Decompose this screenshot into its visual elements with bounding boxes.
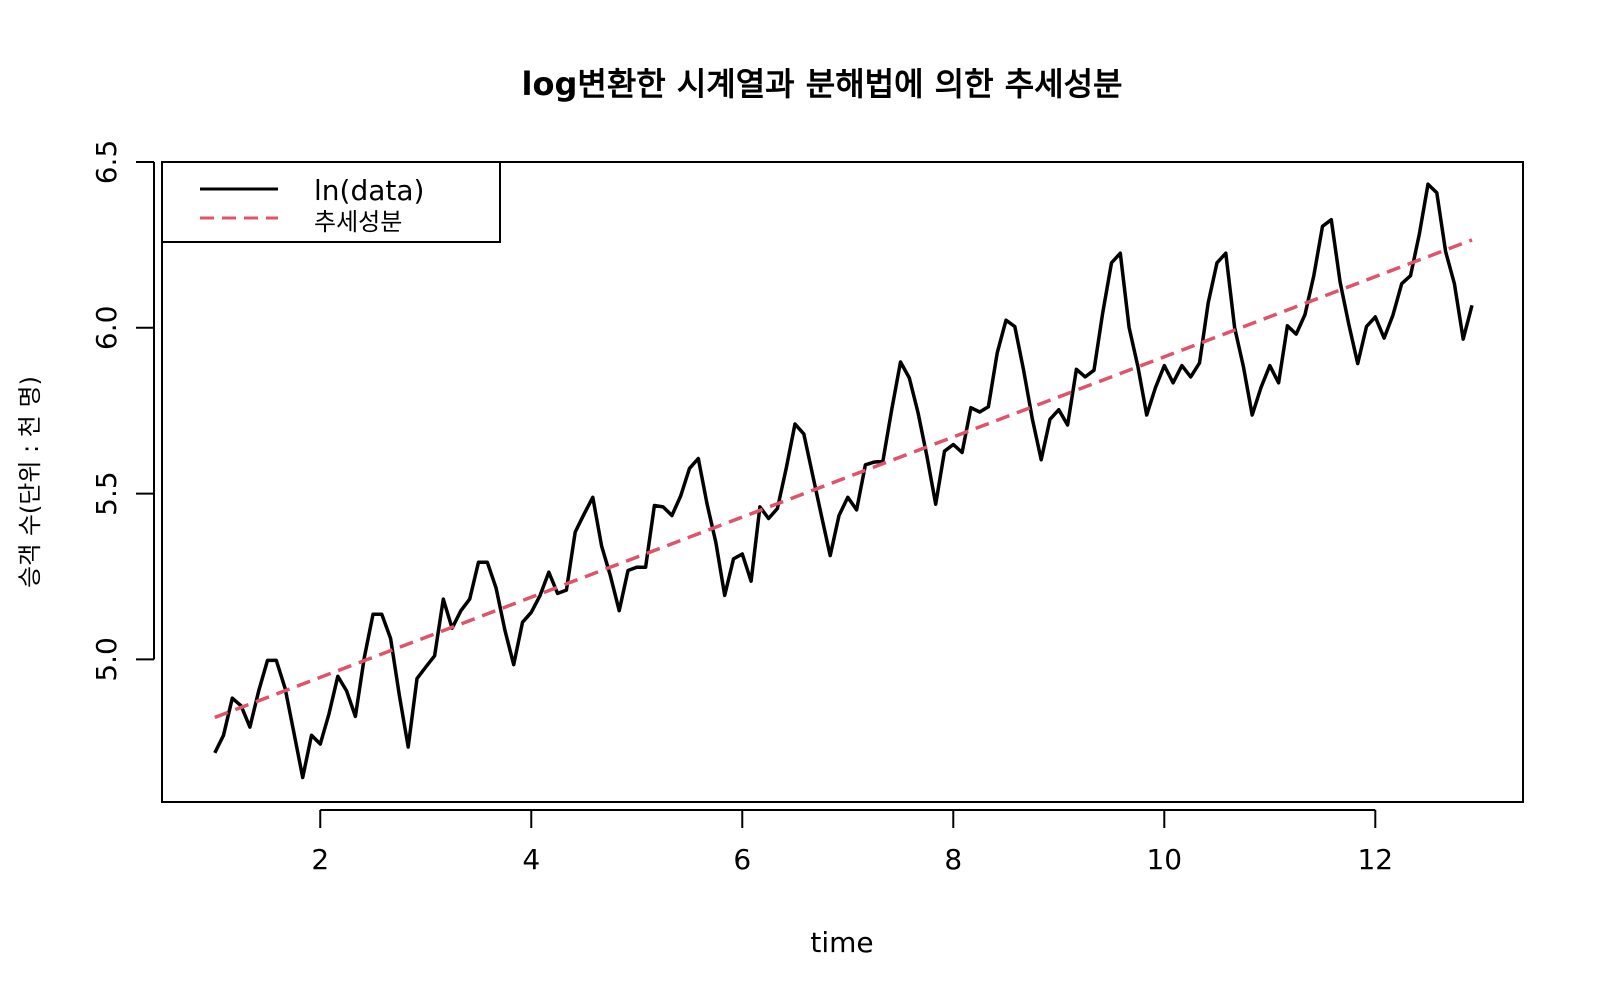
x-tick-label: 8 bbox=[944, 843, 962, 876]
series-ln-data-line bbox=[213, 182, 1474, 780]
x-axis-label: time bbox=[810, 926, 873, 959]
y-tick-label: 5.0 bbox=[90, 637, 123, 682]
legend-box bbox=[161, 161, 501, 243]
series-layer bbox=[213, 182, 1474, 780]
y-tick-label: 6.0 bbox=[90, 306, 123, 351]
x-tick-label: 4 bbox=[522, 843, 540, 876]
y-tick-label: 6.5 bbox=[90, 140, 123, 185]
series-trend-line bbox=[214, 238, 1473, 720]
y-axis-label: 승객 수(단위 : 천 명) bbox=[16, 376, 44, 588]
legend: ln(data) 추세성분 bbox=[161, 161, 501, 243]
x-tick-label: 6 bbox=[733, 843, 751, 876]
legend-label-trend: 추세성분 bbox=[314, 208, 402, 236]
x-tick-label: 10 bbox=[1146, 843, 1182, 876]
y-tick-label: 5.5 bbox=[90, 471, 123, 516]
plot-frame bbox=[161, 161, 1524, 803]
y-axis: 5.0 5.5 6.0 6.5 bbox=[90, 140, 155, 682]
x-tick-label: 12 bbox=[1357, 843, 1393, 876]
chart-title: log변환한 시계열과 분해법에 의한 추세성분 bbox=[522, 65, 1123, 103]
x-axis: 2 4 6 8 10 12 bbox=[311, 809, 1393, 876]
legend-label-ln-data: ln(data) bbox=[314, 174, 424, 207]
x-tick-label: 2 bbox=[311, 843, 329, 876]
